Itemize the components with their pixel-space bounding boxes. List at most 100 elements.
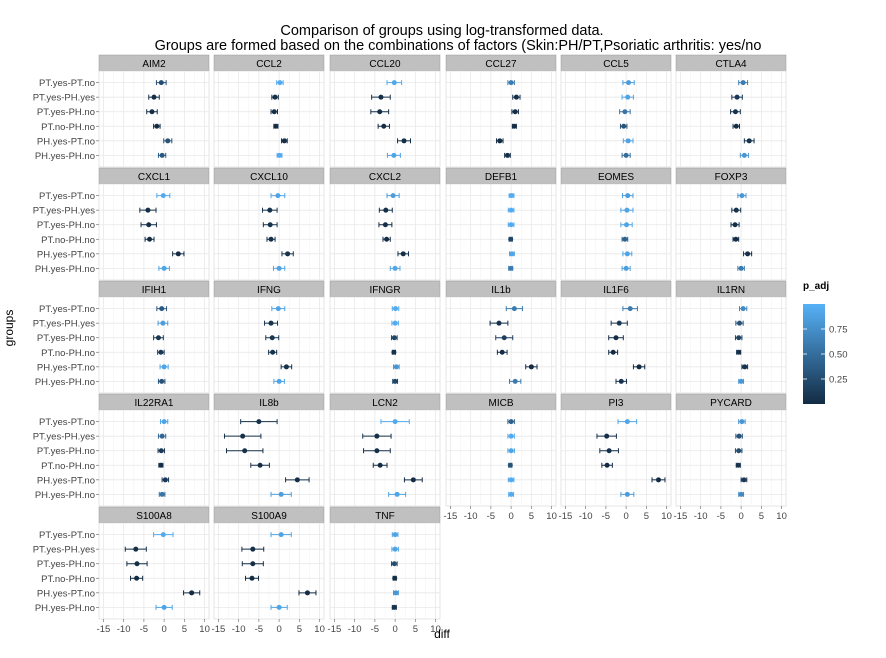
data-point bbox=[374, 448, 380, 454]
data-point bbox=[622, 109, 628, 115]
x-tick-label: -10 bbox=[348, 624, 362, 635]
y-tick-label: PH.yes-PH.no bbox=[35, 151, 95, 162]
data-point bbox=[625, 94, 631, 100]
data-point bbox=[161, 604, 167, 610]
data-point bbox=[624, 222, 630, 228]
data-point bbox=[509, 251, 515, 257]
x-tick-label: 0 bbox=[161, 624, 166, 635]
data-point bbox=[733, 207, 739, 213]
facet-label: CCL2 bbox=[256, 59, 282, 70]
x-tick-label: -5 bbox=[602, 511, 610, 522]
data-point bbox=[160, 193, 166, 199]
data-point bbox=[384, 236, 390, 242]
data-point bbox=[267, 222, 273, 228]
x-tick-label: -10 bbox=[117, 624, 131, 635]
data-point bbox=[159, 378, 165, 384]
y-tick-label: PT.yes-PH.yes bbox=[33, 206, 96, 217]
data-point bbox=[158, 448, 164, 454]
data-point bbox=[745, 251, 751, 257]
y-tick-label: PT.no-PH.no bbox=[41, 122, 95, 133]
data-point bbox=[134, 575, 140, 581]
data-point bbox=[623, 152, 629, 158]
data-point bbox=[155, 335, 161, 341]
facet-label: IL1RN bbox=[717, 285, 745, 296]
data-point bbox=[149, 109, 155, 115]
data-point bbox=[377, 109, 383, 115]
data-point bbox=[504, 152, 510, 158]
data-point bbox=[158, 462, 164, 468]
chart-title-line-1: Comparison of groups using log-transform… bbox=[280, 23, 603, 39]
data-point bbox=[273, 123, 279, 129]
data-point bbox=[394, 491, 400, 497]
data-point bbox=[613, 335, 619, 341]
y-tick-label: PT.yes-PH.no bbox=[37, 333, 95, 344]
data-point bbox=[249, 575, 255, 581]
y-tick-label: PH.yes-PT.no bbox=[37, 249, 95, 260]
facet-label: CXCL2 bbox=[369, 172, 402, 183]
x-tick-label: -5 bbox=[717, 511, 725, 522]
facet-label: IL22RA1 bbox=[135, 398, 174, 409]
data-point bbox=[257, 462, 263, 468]
data-point bbox=[736, 448, 742, 454]
data-point bbox=[175, 251, 181, 257]
data-point bbox=[511, 306, 517, 312]
data-point bbox=[508, 222, 514, 228]
facet-label: PYCARD bbox=[710, 398, 752, 409]
data-point bbox=[739, 193, 745, 199]
facet-label: LCN2 bbox=[372, 398, 398, 409]
data-point bbox=[511, 123, 517, 129]
data-point bbox=[621, 123, 627, 129]
data-point bbox=[250, 546, 256, 552]
data-point bbox=[147, 236, 153, 242]
y-tick-label: PH.yes-PT.no bbox=[37, 136, 95, 147]
facet-label: CXCL1 bbox=[138, 172, 171, 183]
x-tick-label: 5 bbox=[413, 624, 418, 635]
y-tick-label: PH.yes-PH.no bbox=[35, 264, 95, 275]
facet-label: DEFB1 bbox=[485, 172, 518, 183]
y-tick-label: PT.yes-PH.yes bbox=[33, 93, 96, 104]
data-point bbox=[269, 335, 275, 341]
facet-label: IL1F6 bbox=[603, 285, 629, 296]
data-point bbox=[606, 448, 612, 454]
legend-tick-label: 0.75 bbox=[829, 325, 848, 336]
data-point bbox=[159, 491, 165, 497]
x-tick-label: 10 bbox=[776, 511, 787, 522]
data-point bbox=[268, 320, 274, 326]
data-point bbox=[736, 433, 742, 439]
data-point bbox=[146, 222, 152, 228]
data-point bbox=[499, 349, 505, 355]
data-point bbox=[736, 349, 742, 355]
data-point bbox=[496, 320, 502, 326]
data-point bbox=[508, 433, 514, 439]
data-point bbox=[741, 477, 747, 483]
data-point bbox=[275, 193, 281, 199]
x-axis-title: diff bbox=[434, 627, 450, 641]
data-point bbox=[281, 138, 287, 144]
x-tick-label: -10 bbox=[694, 511, 708, 522]
data-point bbox=[732, 109, 738, 115]
facet-label: FOXP3 bbox=[715, 172, 748, 183]
data-point bbox=[625, 193, 631, 199]
data-point bbox=[624, 419, 630, 425]
data-point bbox=[268, 236, 274, 242]
y-tick-label: PT.no-PH.no bbox=[41, 235, 95, 246]
x-tick-label: 10 bbox=[199, 624, 210, 635]
data-point bbox=[410, 477, 416, 483]
data-point bbox=[283, 364, 289, 370]
x-tick-label: 0 bbox=[392, 624, 397, 635]
data-point bbox=[276, 265, 282, 271]
data-point bbox=[160, 320, 166, 326]
data-point bbox=[161, 419, 167, 425]
data-point bbox=[151, 94, 157, 100]
data-point bbox=[737, 320, 743, 326]
data-point bbox=[624, 491, 630, 497]
data-point bbox=[508, 448, 514, 454]
data-point bbox=[161, 265, 167, 271]
data-point bbox=[383, 207, 389, 213]
data-point bbox=[391, 604, 397, 610]
facet-label: AIM2 bbox=[142, 59, 166, 70]
data-point bbox=[134, 561, 140, 567]
data-point bbox=[732, 222, 738, 228]
facet-label: S100A9 bbox=[251, 511, 287, 522]
data-point bbox=[145, 207, 151, 213]
